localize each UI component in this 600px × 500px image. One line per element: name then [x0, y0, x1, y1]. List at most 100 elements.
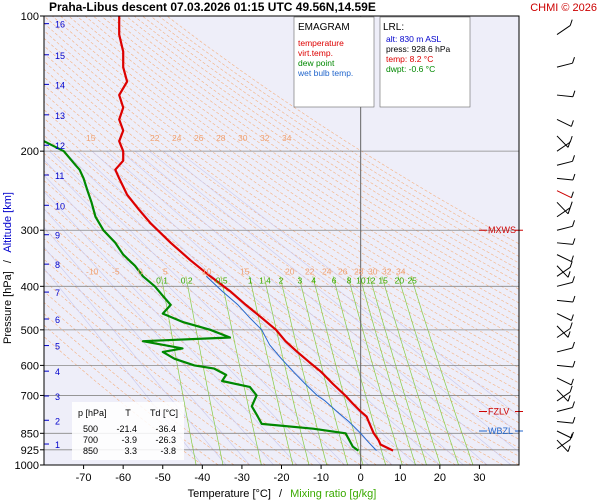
adiabat-labels: 15 22 24 26 28 30 32 34 -10 -5 0 5 10 15 20 22 24 26 28 30 3…: [86, 133, 406, 276]
y-tick-label: 400: [21, 281, 39, 293]
credit-text[interactable]: CHMI © 2026: [530, 2, 597, 14]
altitude-label: 2: [55, 416, 60, 426]
level-markers: MXWS FZLV WBZL: [479, 225, 523, 436]
dry-adiabat-line: [44, 208, 393, 465]
dry-adiabat-line: [44, 135, 519, 465]
series-lines: [44, 16, 394, 452]
wind-barb-flag: [570, 255, 574, 262]
wind-barb-flag: [570, 120, 574, 127]
wind-barb-flag: [569, 19, 573, 26]
adiabat-label: 10: [202, 266, 212, 276]
table-cell: -21.4: [116, 424, 137, 434]
mixing-ratio-line: [263, 276, 310, 465]
legend-title: EMAGRAM: [298, 22, 350, 33]
wind-barb-flag: [569, 322, 573, 329]
adiabat-label: 34: [396, 266, 406, 276]
wind-barb-staff: [556, 177, 573, 181]
y-tick-label: 1000: [15, 460, 39, 472]
y-tick-label: 300: [21, 225, 39, 237]
wind-barb-flag: [569, 433, 573, 440]
dry-adiabat-line: [44, 30, 519, 361]
wind-barb-flag: [567, 331, 571, 338]
y-tick-label: 600: [21, 360, 39, 372]
wind-barb-staff: [556, 119, 572, 127]
legend: EMAGRAM temperature virt.temp. dew point…: [293, 16, 375, 108]
wind-barb-staff: [556, 391, 571, 402]
data-table: p [hPa] T Td [°C] 500 -21.4 -36.4 700 -3…: [72, 402, 184, 460]
wind-barb-flag: [572, 220, 575, 227]
dry-adiabat-line: [76, 16, 519, 318]
wind-barb-flag: [572, 155, 575, 162]
wind-barb-staff: [556, 207, 571, 218]
legend-item-wet-bulb: wet bulb temp.: [297, 68, 353, 78]
wind-barb-staff: [556, 328, 571, 338]
adiabat-label: 32: [260, 133, 270, 143]
altitude-label: 12: [55, 141, 65, 151]
mixing-ratio-label: 3: [298, 275, 303, 285]
wind-barb-staff: [556, 242, 573, 245]
y-axis-separator: /: [2, 259, 14, 263]
mixing-ratio-line: [410, 276, 474, 465]
altitude-label: 1: [55, 440, 60, 450]
wind-barb-flag: [570, 431, 574, 439]
altitude-label: 3: [55, 392, 60, 402]
adiabat-label: 24: [172, 133, 182, 143]
altitude-label: 4: [55, 367, 60, 377]
table-cell: 850: [83, 446, 98, 456]
x-axis-title: Temperature [°C] / Mixing ratio [g/kg]: [188, 488, 377, 500]
mixing-ratio-lines: [161, 276, 474, 465]
mixing-ratio-label: 0.1: [156, 275, 168, 285]
wind-barb-staff: [556, 430, 572, 439]
table-header-p: p [hPa]: [78, 408, 107, 418]
wind-barb-flag: [572, 295, 576, 303]
wind-barb-staff: [556, 141, 571, 152]
wind-barb-flag: [569, 385, 573, 393]
mixing-ratio-labels: 0.1 0.2 0.5 1 1.4 2 3 4 6 8 10 12 15 20 25: [156, 275, 417, 285]
dry-adiabat-line: [109, 16, 519, 290]
chart-title: Praha-Libus descent 07.03.2026 01:15 UTC…: [49, 0, 376, 14]
table-cell: -26.3: [155, 435, 176, 445]
wind-barb-flag: [572, 341, 575, 349]
wet-bulb-line: [205, 275, 377, 451]
dry-adiabat-line: [44, 53, 519, 384]
y-axis-label: Pressure [hPa]: [2, 271, 14, 344]
adiabat-label: 15: [240, 266, 250, 276]
mixing-ratio-label: 20: [395, 275, 405, 285]
dry-adiabat-line: [84, 16, 519, 311]
mixing-ratio-line: [359, 276, 416, 465]
adiabat-label: 5: [163, 266, 168, 276]
wind-barb-staff: [556, 160, 573, 166]
wind-barb-flag: [570, 314, 574, 321]
x-tick-label: 30: [473, 472, 485, 484]
x-tick-label: -30: [234, 472, 250, 484]
dry-adiabat-line: [44, 60, 519, 392]
wind-barb-staff: [556, 347, 573, 353]
adiabat-label: 34: [282, 133, 292, 143]
y-tick-label: 925: [21, 445, 39, 457]
x-tick-label: -70: [76, 472, 92, 484]
x-tick-label: -60: [115, 472, 131, 484]
adiabat-label: 22: [305, 266, 315, 276]
x-tick-label: 20: [434, 472, 446, 484]
wind-barb-staff: [556, 265, 569, 278]
wind-barb-flag: [572, 360, 576, 368]
wind-barb-staff: [556, 420, 573, 424]
mixing-ratio-line: [249, 276, 294, 465]
lrl-pressure: press: 928.6 hPa: [386, 44, 451, 54]
mixing-ratio-line: [161, 276, 197, 465]
adiabat-label: 24: [322, 266, 332, 276]
adiabat-label: 26: [194, 133, 204, 143]
wind-barb-staff: [556, 281, 573, 287]
adiabat-label: 32: [382, 266, 392, 276]
dry-adiabat-line: [44, 45, 519, 376]
dry-adiabat-line: [44, 302, 250, 465]
adiabat-label: 20: [285, 266, 295, 276]
mixing-ratio-line: [220, 276, 262, 465]
mixing-ratio-line: [185, 276, 224, 465]
wind-barb-staff: [556, 62, 573, 68]
table-header-t: T: [125, 408, 131, 418]
x-tick-label: -50: [155, 472, 171, 484]
x-axis-separator: /: [279, 488, 283, 500]
